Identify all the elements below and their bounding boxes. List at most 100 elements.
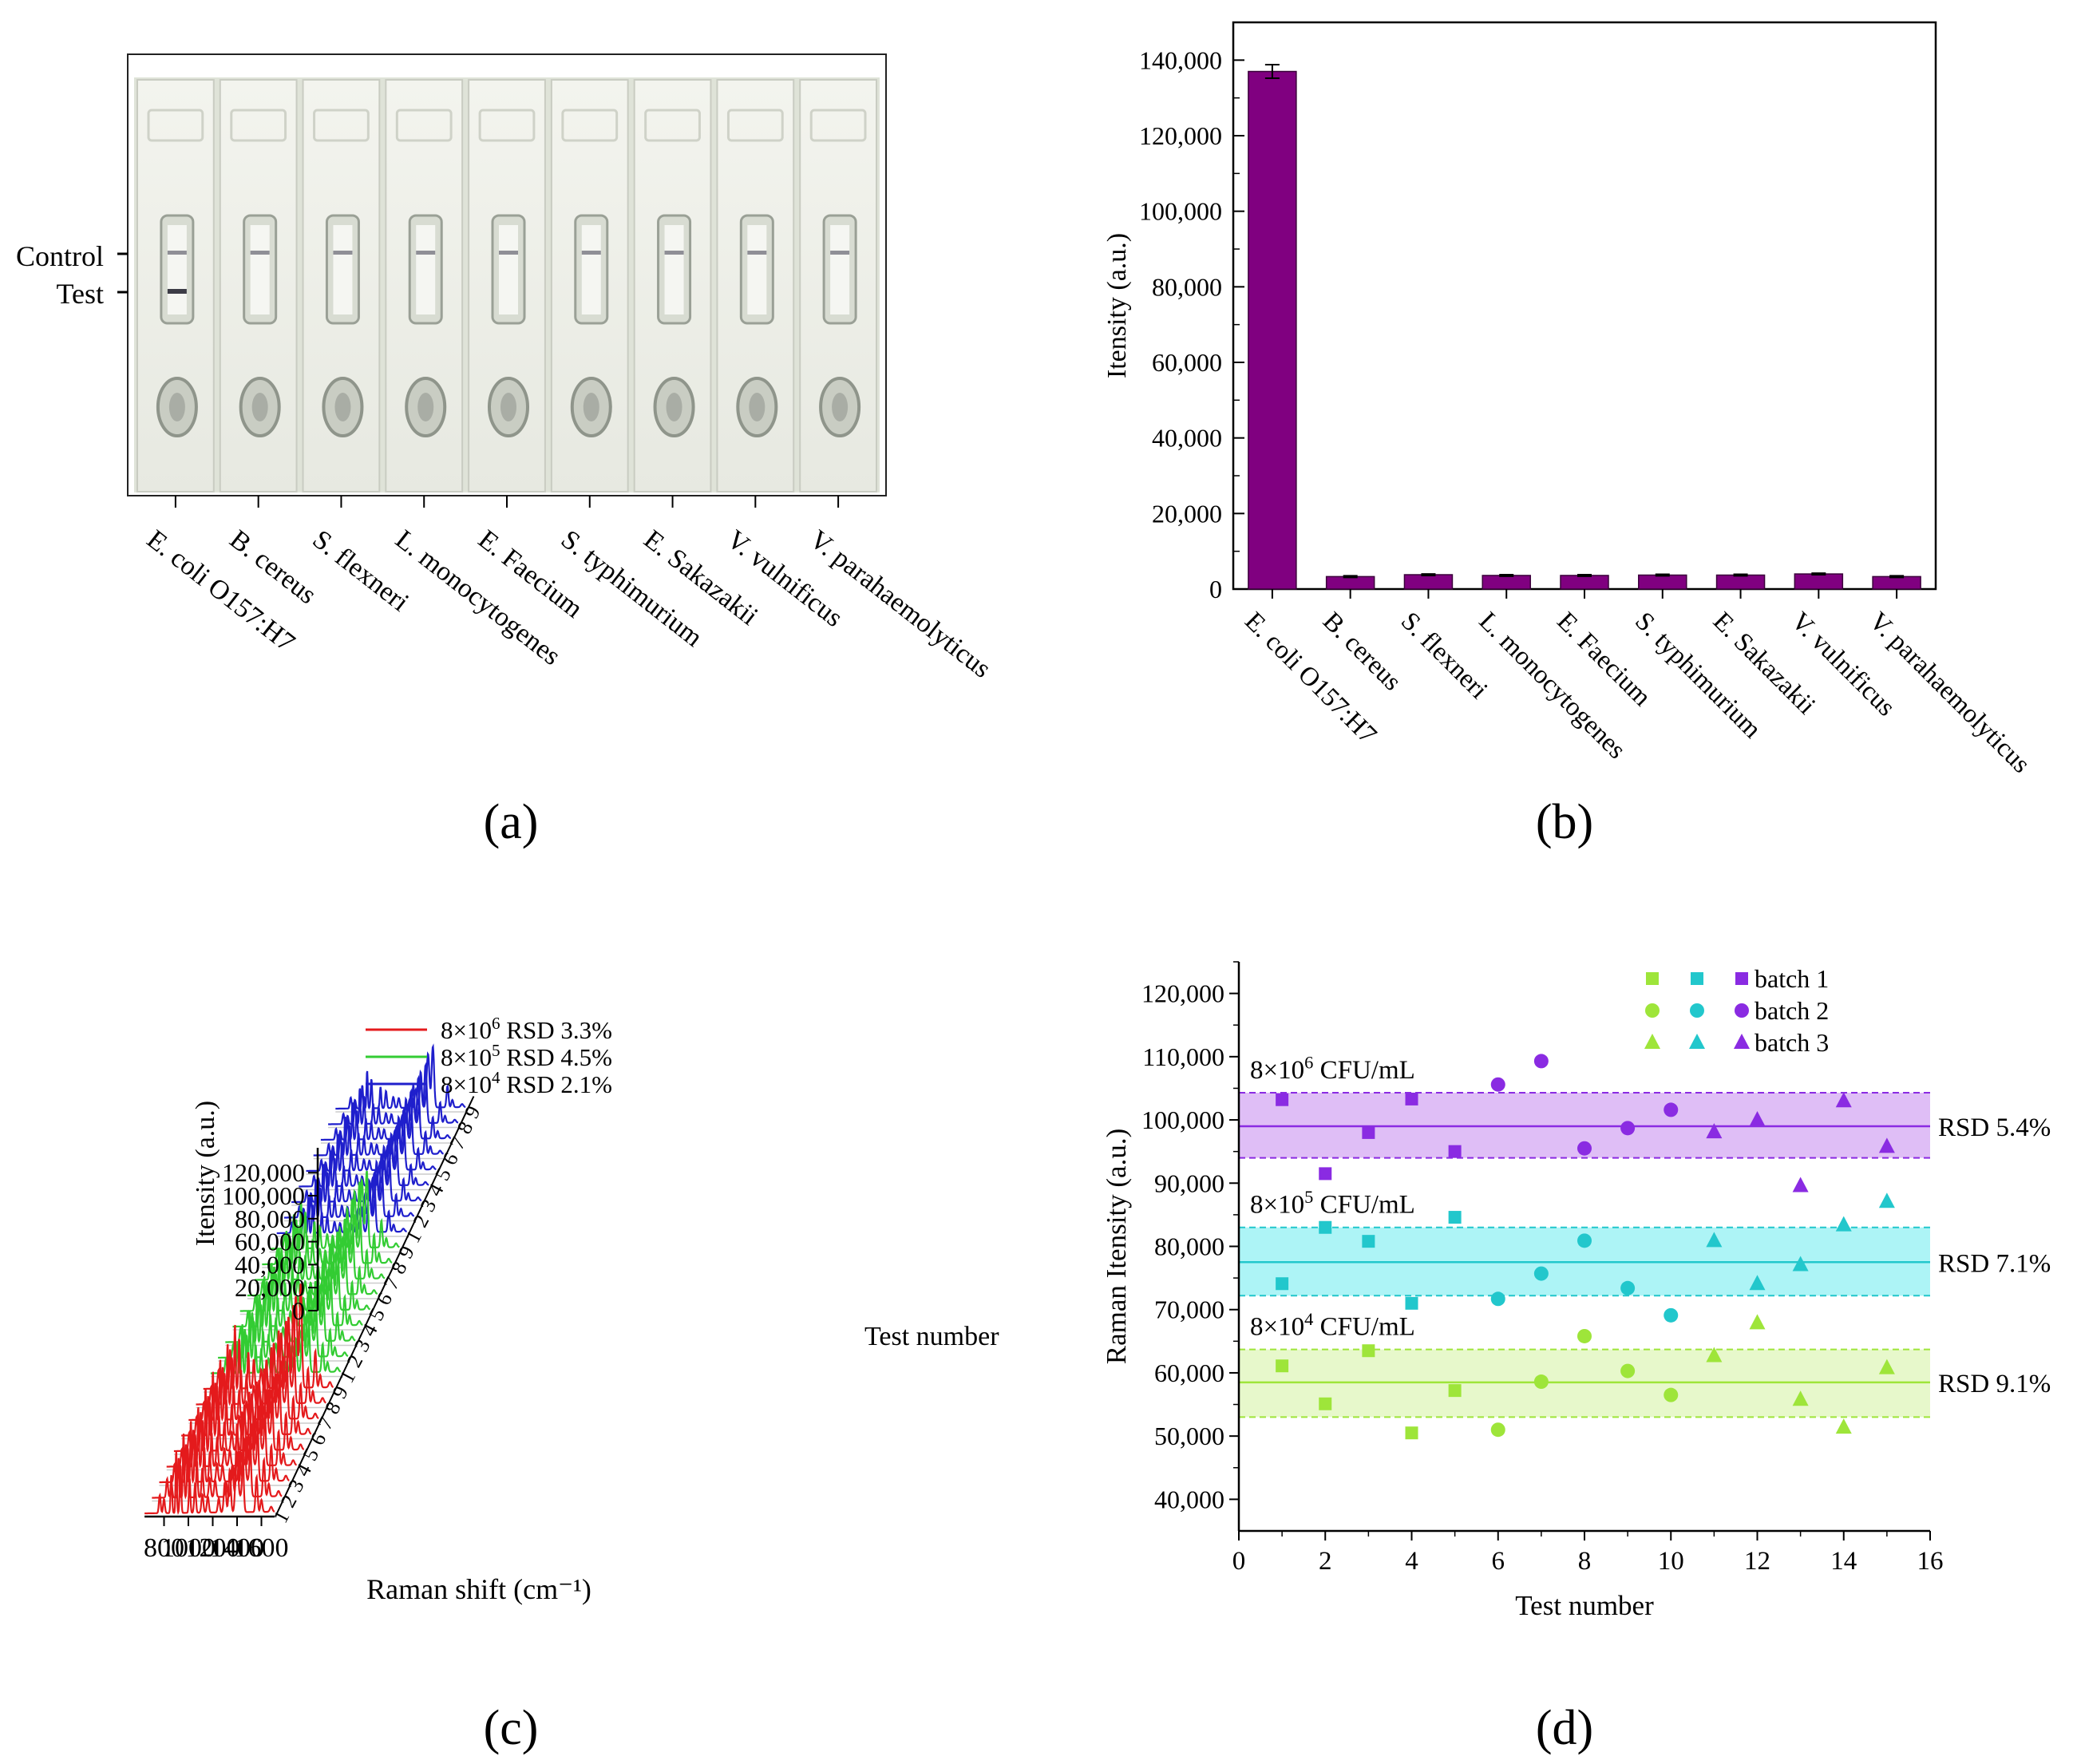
raman-x-tick-label: 1200 xyxy=(186,1533,240,1563)
rsd-band-group-3: RSD 9.1% 8×104 CFU/mL xyxy=(1239,1309,2051,1418)
legend-marker xyxy=(1644,1034,1660,1049)
legend-marker xyxy=(1735,1003,1749,1018)
scatter-point xyxy=(1878,1137,1895,1153)
concentration-label-rest: CFU/mL xyxy=(1313,1056,1414,1085)
bar-7 xyxy=(1715,574,1766,590)
strip-sample-well-inner xyxy=(251,393,268,421)
raman-y-tick-label: 40,000 xyxy=(235,1250,305,1279)
strip-sample-well-inner xyxy=(583,393,599,421)
strip-label-area xyxy=(644,109,701,142)
scatter-point xyxy=(1533,1054,1549,1069)
legend-marker xyxy=(1691,972,1703,985)
bar-x-tick-label: E. coli O157:H7 xyxy=(1239,607,1382,750)
scatter-x-tick-label: 6 xyxy=(1492,1547,1505,1576)
raman-legend-label: 8×105 RSD 4.5% xyxy=(441,1041,612,1071)
strip-membrane xyxy=(250,225,270,314)
scatter-point xyxy=(1835,1092,1852,1108)
test-strips xyxy=(136,79,878,492)
concentration-label-exp: 5 xyxy=(1304,1187,1313,1207)
scatter-point xyxy=(1362,1235,1375,1248)
scatter-axes: 0 2 4 6 8 10 12 14 16 40,000 50,000 60,000 70,000 80,… xyxy=(1101,961,1944,1621)
bar-y-tick-label: 80,000 xyxy=(1152,272,1222,301)
strip-membrane xyxy=(499,225,518,314)
scatter-points-group-1 xyxy=(1276,1054,1895,1192)
scatter-point xyxy=(1577,1141,1592,1156)
bar-3 xyxy=(1403,574,1454,590)
test-strip-7 xyxy=(633,79,712,492)
raman-y-tick-label: 0 xyxy=(292,1296,305,1325)
scatter-point xyxy=(1664,1307,1679,1323)
legend-marker xyxy=(1690,1003,1704,1018)
concentration-label-base: 8×10 xyxy=(1250,1191,1304,1220)
raman-legend-label-base: 8×10 xyxy=(441,1070,492,1098)
raman-legend-label-rest: RSD 4.5% xyxy=(500,1043,612,1071)
scatter-y-tick-label: 110,000 xyxy=(1142,1042,1224,1071)
scatter-point xyxy=(1620,1280,1636,1295)
scatter-x-tick-label: 10 xyxy=(1658,1547,1684,1576)
scatter-x-tick-label: 0 xyxy=(1232,1547,1246,1576)
legend-marker xyxy=(1735,972,1748,985)
strip-sample-well-inner xyxy=(500,393,516,421)
strip-control-line xyxy=(250,251,270,255)
raman-x-tick-label: 1600 xyxy=(235,1533,289,1563)
scatter-x-tick-label: 2 xyxy=(1319,1547,1332,1576)
rsd-label: RSD 7.1% xyxy=(1938,1249,2051,1278)
strip-label-area xyxy=(726,109,784,142)
rsd-label: RSD 5.4% xyxy=(1938,1113,2051,1142)
spectrum-trace-21 xyxy=(291,1138,422,1204)
concentration-label: 8×104 CFU/mL xyxy=(1250,1309,1415,1342)
strip-sample-well-inner xyxy=(666,393,682,421)
raman-x-tick-label: 800 xyxy=(144,1533,184,1563)
bar-y-tick-label: 140,000 xyxy=(1139,45,1222,74)
scatter-point xyxy=(1405,1092,1418,1105)
scatter-y-tick-label: 70,000 xyxy=(1154,1295,1224,1324)
spectrum-trace-25 xyxy=(320,1074,452,1141)
spectrum-trace-24 xyxy=(313,1088,444,1157)
spectrum-trace-1 xyxy=(144,1411,275,1515)
scatter-point xyxy=(1792,1256,1809,1272)
rsd-label: RSD 9.1% xyxy=(1938,1370,2051,1398)
strip-membrane xyxy=(167,225,187,314)
strip-control-line xyxy=(747,251,767,255)
scatter-point xyxy=(1577,1233,1592,1248)
scatter-point xyxy=(1276,1093,1289,1106)
bar-y-tick-label: 40,000 xyxy=(1152,424,1222,453)
bar-4 xyxy=(1482,575,1531,590)
test-label: Test xyxy=(57,278,104,310)
raman-legend-label-exp: 6 xyxy=(492,1014,500,1033)
bar-9 xyxy=(1872,575,1921,590)
raman-z-axis-line xyxy=(275,1096,475,1517)
raman-y-tick-label: 20,000 xyxy=(235,1273,305,1302)
raman-legend-label-base: 8×10 xyxy=(441,1016,492,1044)
raman-legend-label-rest: RSD 3.3% xyxy=(500,1016,612,1044)
bar-y-tick-label: 60,000 xyxy=(1152,348,1222,377)
scatter-x-tick-label: 16 xyxy=(1917,1547,1944,1576)
strip-membrane xyxy=(416,225,436,314)
legend-label-3: batch 3 xyxy=(1755,1028,1829,1057)
scatter-x-tick-label: 12 xyxy=(1744,1547,1770,1576)
bar-y-tick-label: 120,000 xyxy=(1139,121,1222,150)
panel-label-a: (a) xyxy=(484,795,539,849)
test-strip-9 xyxy=(799,79,878,492)
scatter-y-tick-label: 80,000 xyxy=(1154,1232,1224,1261)
scatter-y-axis-title: Raman Itensity (a.u.) xyxy=(1101,1129,1132,1364)
raman-x-tick-label: 1400 xyxy=(210,1533,264,1563)
scatter-point xyxy=(1319,1167,1332,1181)
legend-marker xyxy=(1689,1034,1705,1049)
raman-legend-label-rest: RSD 2.1% xyxy=(500,1070,612,1098)
raman-y-axis-title: Itensity (a.u.) xyxy=(191,1101,220,1246)
strip-label-area xyxy=(147,109,204,142)
bar-y-tick-label: 0 xyxy=(1209,575,1222,603)
raman-legend-label-exp: 4 xyxy=(492,1068,500,1087)
legend-label-1: batch 1 xyxy=(1755,964,1829,993)
strip-sample-well-inner xyxy=(168,393,185,421)
scatter-point xyxy=(1878,1359,1895,1374)
raman-x-tick-label: 1000 xyxy=(161,1533,216,1563)
scatter-point xyxy=(1405,1426,1418,1440)
raman-z-tick-label: 1 xyxy=(269,1507,295,1527)
bar-1 xyxy=(1248,70,1297,590)
scatter-y-tick-label: 100,000 xyxy=(1141,1105,1224,1134)
strip-control-line xyxy=(830,251,850,255)
